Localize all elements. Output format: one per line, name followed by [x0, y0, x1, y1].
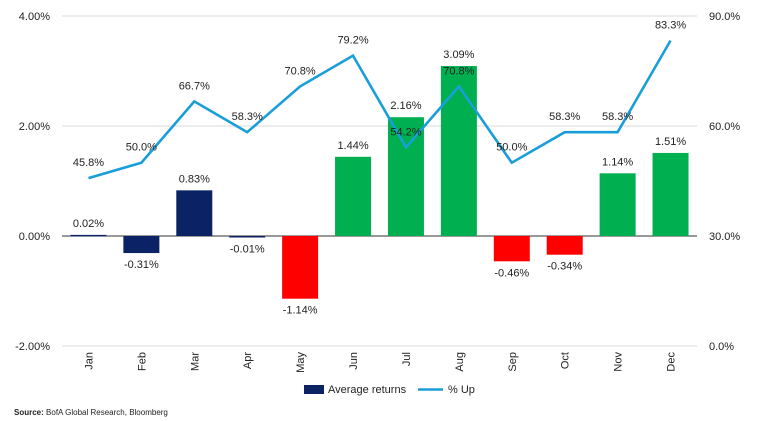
- right-tick-label: 60.0%: [709, 121, 740, 133]
- bar: [176, 190, 213, 236]
- source-prefix: Source:: [14, 408, 44, 417]
- bar-data-label: -0.01%: [230, 244, 265, 256]
- line-data-label: 54.2%: [390, 126, 421, 138]
- bar: [493, 236, 530, 262]
- left-axis: -2.00% 0.00% 2.00% 4.00%: [15, 11, 50, 353]
- right-tick-label: 30.0%: [709, 231, 740, 243]
- bar: [599, 173, 636, 236]
- line-data-label: 50.0%: [496, 142, 527, 154]
- bar-data-label: -1.14%: [283, 305, 318, 317]
- legend: Average returns % Up: [304, 384, 475, 396]
- gridlines: [62, 15, 697, 347]
- line-series: [88, 39, 672, 180]
- bar-data-label: -0.46%: [494, 267, 529, 279]
- bar-data-label: -0.31%: [124, 259, 159, 271]
- x-axis-labels: Jan Feb Mar Apr May Jun Jul Aug Sep Oct Nov Dec: [83, 352, 677, 373]
- line-data-label: 79.2%: [337, 35, 368, 47]
- x-tick-label: Aug: [454, 352, 466, 372]
- bar: [387, 117, 424, 236]
- bar-data-label: 3.09%: [443, 49, 474, 61]
- bar-data-label: 0.83%: [179, 173, 210, 185]
- right-tick-label: 90.0%: [709, 11, 740, 23]
- bar-data-label: 0.02%: [73, 218, 104, 230]
- bar: [546, 236, 583, 255]
- bar-data-label: 1.51%: [655, 136, 686, 148]
- line-data-label: 58.3%: [232, 111, 263, 123]
- left-tick-label: 0.00%: [19, 231, 50, 243]
- x-tick-label: Jan: [83, 352, 95, 370]
- x-tick-label: Jul: [401, 352, 413, 366]
- bar: [70, 234, 107, 237]
- x-tick-label: Dec: [666, 352, 678, 372]
- line-data-label: 70.8%: [443, 65, 474, 77]
- bar: [229, 236, 266, 238]
- legend-label-pct-up: % Up: [448, 384, 475, 396]
- source-text: BofA Global Research, Bloomberg: [46, 408, 168, 417]
- bar: [282, 236, 319, 299]
- bar-data-label: 2.16%: [390, 100, 421, 112]
- line-data-label: 58.3%: [549, 111, 580, 123]
- bar: [335, 156, 372, 236]
- left-tick-label: -2.00%: [15, 341, 50, 353]
- line-data-label: 83.3%: [655, 20, 686, 32]
- pct-up-line: [88, 39, 672, 180]
- right-tick-label: 0.0%: [709, 341, 734, 353]
- line-data-label: 66.7%: [179, 80, 210, 92]
- bar: [652, 152, 689, 236]
- legend-label-returns: Average returns: [328, 384, 407, 396]
- bar-data-label: 1.44%: [337, 140, 368, 152]
- left-tick-label: 2.00%: [19, 121, 50, 133]
- x-tick-label: Nov: [613, 352, 625, 372]
- x-tick-label: Mar: [189, 352, 201, 371]
- source-note: Source: BofA Global Research, Bloomberg: [14, 408, 168, 417]
- bar-data-labels: 0.02% -0.31% 0.83% -0.01% -1.14% 1.44% 2.16% 3.…: [73, 49, 686, 317]
- bar-data-label: 1.14%: [602, 156, 633, 168]
- line-data-label: 50.0%: [126, 142, 157, 154]
- line-data-label: 70.8%: [285, 65, 316, 77]
- bar-series: [70, 66, 689, 299]
- bar-data-label: -0.34%: [547, 261, 582, 273]
- x-tick-label: Apr: [242, 352, 254, 369]
- x-tick-label: Feb: [136, 352, 148, 371]
- x-tick-label: Oct: [560, 352, 572, 369]
- bar: [440, 66, 477, 236]
- line-data-labels: 45.8% 50.0% 66.7% 58.3% 70.8% 79.2% 54.2% 70.8%…: [73, 20, 686, 170]
- right-axis: 0.0% 30.0% 60.0% 90.0%: [709, 11, 740, 353]
- bar: [123, 236, 160, 254]
- legend-swatch-returns: [304, 385, 324, 394]
- x-tick-label: Sep: [507, 352, 519, 372]
- line-data-label: 45.8%: [73, 157, 104, 169]
- x-tick-label: May: [295, 352, 307, 373]
- x-tick-label: Jun: [348, 352, 360, 370]
- line-data-label: 58.3%: [602, 111, 633, 123]
- left-tick-label: 4.00%: [19, 11, 50, 23]
